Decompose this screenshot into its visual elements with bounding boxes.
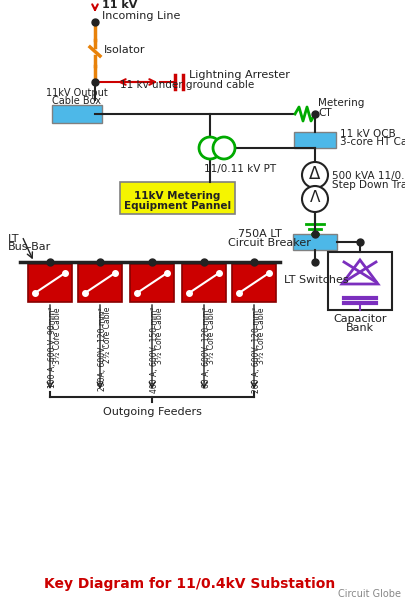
Bar bbox=[130, 264, 174, 302]
Bar bbox=[294, 132, 336, 148]
Text: 400 A, 600V, 150 mm²: 400 A, 600V, 150 mm² bbox=[149, 307, 158, 394]
Text: 3-core HT Cable: 3-core HT Cable bbox=[340, 137, 405, 147]
Text: 11 kv under ground cable: 11 kv under ground cable bbox=[120, 80, 254, 90]
Circle shape bbox=[199, 137, 221, 159]
Text: CT: CT bbox=[318, 108, 332, 118]
Text: 11 kV OCB: 11 kV OCB bbox=[340, 129, 396, 139]
Text: 11kV Metering: 11kV Metering bbox=[134, 191, 221, 201]
Text: 11/0.11 kV PT: 11/0.11 kV PT bbox=[204, 164, 276, 174]
Text: Outgoing Feeders: Outgoing Feeders bbox=[102, 407, 201, 417]
Text: 3½ Core Cable: 3½ Core Cable bbox=[53, 307, 62, 364]
Text: 2½ Core Cable: 2½ Core Cable bbox=[104, 307, 113, 364]
Text: LT Switches: LT Switches bbox=[284, 275, 349, 285]
Text: Cable Box: Cable Box bbox=[53, 96, 102, 106]
Bar bbox=[120, 182, 235, 214]
Bar bbox=[328, 252, 392, 310]
Text: Ʌ: Ʌ bbox=[310, 191, 320, 205]
Text: LT: LT bbox=[8, 234, 19, 244]
Circle shape bbox=[302, 162, 328, 188]
Bar bbox=[293, 234, 337, 250]
Bar bbox=[28, 264, 72, 302]
Text: Metering: Metering bbox=[318, 98, 364, 108]
Text: Key Diagram for 11/0.4kV Substation: Key Diagram for 11/0.4kV Substation bbox=[45, 577, 336, 591]
Text: 3½ Core Cable: 3½ Core Cable bbox=[207, 307, 217, 364]
Bar bbox=[52, 105, 102, 123]
Text: 200A, 600V, 120 mm²: 200A, 600V, 120 mm² bbox=[98, 307, 107, 391]
Text: 3½ Core Cable: 3½ Core Cable bbox=[258, 307, 266, 364]
Text: Δ: Δ bbox=[309, 165, 321, 183]
Text: 11 kV: 11 kV bbox=[102, 0, 137, 10]
Bar bbox=[232, 264, 276, 302]
Text: 750A LT: 750A LT bbox=[238, 229, 282, 239]
Circle shape bbox=[213, 137, 235, 159]
Text: Lightning Arrester: Lightning Arrester bbox=[189, 70, 290, 80]
Text: Circuit Breaker: Circuit Breaker bbox=[228, 238, 311, 248]
Text: Capacitor: Capacitor bbox=[333, 314, 387, 324]
Text: Bus-Bar: Bus-Bar bbox=[8, 242, 51, 252]
Text: 3½ Core Cable: 3½ Core Cable bbox=[156, 307, 164, 364]
Text: 63 A, 600V, 120 mm²: 63 A, 600V, 120 mm² bbox=[202, 307, 211, 388]
Bar bbox=[182, 264, 226, 302]
Text: 11kV Output: 11kV Output bbox=[46, 88, 108, 98]
Circle shape bbox=[302, 186, 328, 212]
Text: Isolator: Isolator bbox=[104, 45, 145, 55]
Text: Equipment Pannel: Equipment Pannel bbox=[124, 201, 231, 211]
Text: 500 kVA 11/0.415kV: 500 kVA 11/0.415kV bbox=[332, 171, 405, 181]
Text: Circuit Globe: Circuit Globe bbox=[339, 589, 401, 599]
Text: Incoming Line: Incoming Line bbox=[102, 11, 180, 21]
Bar bbox=[78, 264, 122, 302]
Text: Bank: Bank bbox=[346, 323, 374, 333]
Text: Step Down Transformer: Step Down Transformer bbox=[332, 180, 405, 190]
Text: 200 A, 600V, 120 mm²: 200 A, 600V, 120 mm² bbox=[252, 307, 260, 393]
Text: 100 A, 600 V, 90mm²: 100 A, 600 V, 90mm² bbox=[47, 307, 57, 389]
